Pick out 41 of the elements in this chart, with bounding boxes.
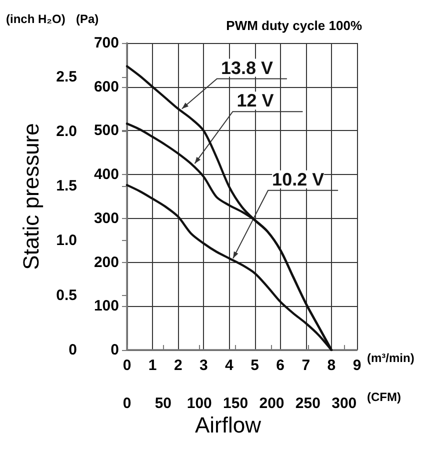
y2-tick-label: 1.0 bbox=[56, 232, 77, 250]
text: 10.2 V bbox=[272, 169, 324, 190]
y2-tick-label: 2.5 bbox=[56, 68, 77, 86]
x-axis-title: Airflow bbox=[195, 412, 262, 438]
y-tick-label: 600 bbox=[94, 78, 119, 96]
x-tick-label: 3 bbox=[199, 357, 208, 374]
x2-tick-label: 300 bbox=[332, 395, 357, 412]
x2-tick-label: 100 bbox=[186, 395, 212, 412]
y2-axis-title: Static pressure bbox=[18, 123, 44, 270]
x-tick-label: 2 bbox=[174, 357, 182, 374]
y-tick-label: 700 bbox=[94, 34, 119, 52]
text: (Pa) bbox=[76, 12, 99, 26]
text: 13.8 V bbox=[220, 58, 273, 78]
y-tick-label: 400 bbox=[94, 166, 119, 184]
x-tick-label: 0 bbox=[122, 357, 132, 374]
y2-tick-label: 0 bbox=[68, 342, 77, 358]
y-tick-label: 100 bbox=[94, 298, 119, 315]
text: (inch H₂O) bbox=[6, 12, 66, 26]
x2-tick-label: 200 bbox=[259, 395, 284, 412]
text: (CFM) bbox=[367, 390, 401, 404]
y2-tick-label: 0.5 bbox=[56, 286, 77, 304]
x-tick-label: 1 bbox=[148, 357, 157, 374]
x-tick-label: 9 bbox=[352, 357, 362, 374]
y-tick-label: 500 bbox=[94, 122, 119, 140]
x-tick-label: 5 bbox=[250, 357, 259, 374]
y-tick-label: 0 bbox=[110, 342, 119, 358]
chart-title: PWM duty cycle 100% bbox=[226, 18, 362, 33]
x2-tick-label: 0 bbox=[122, 395, 132, 412]
x-tick-label: 6 bbox=[276, 357, 285, 374]
x-tick-label: 8 bbox=[327, 357, 336, 374]
x2-tick-label: 250 bbox=[295, 395, 320, 412]
x2-tick-label: 50 bbox=[154, 395, 172, 412]
y-tick-label: 200 bbox=[94, 254, 119, 271]
text: 12 V bbox=[236, 90, 274, 111]
text: (m³/min) bbox=[367, 351, 414, 365]
y2-tick-label: 1.5 bbox=[56, 178, 77, 195]
x2-tick-label: 150 bbox=[223, 395, 248, 412]
x-tick-label: 4 bbox=[225, 357, 234, 374]
x-tick-label: 7 bbox=[302, 357, 310, 374]
y2-tick-label: 2.0 bbox=[56, 122, 77, 140]
y-tick-label: 300 bbox=[94, 210, 119, 227]
